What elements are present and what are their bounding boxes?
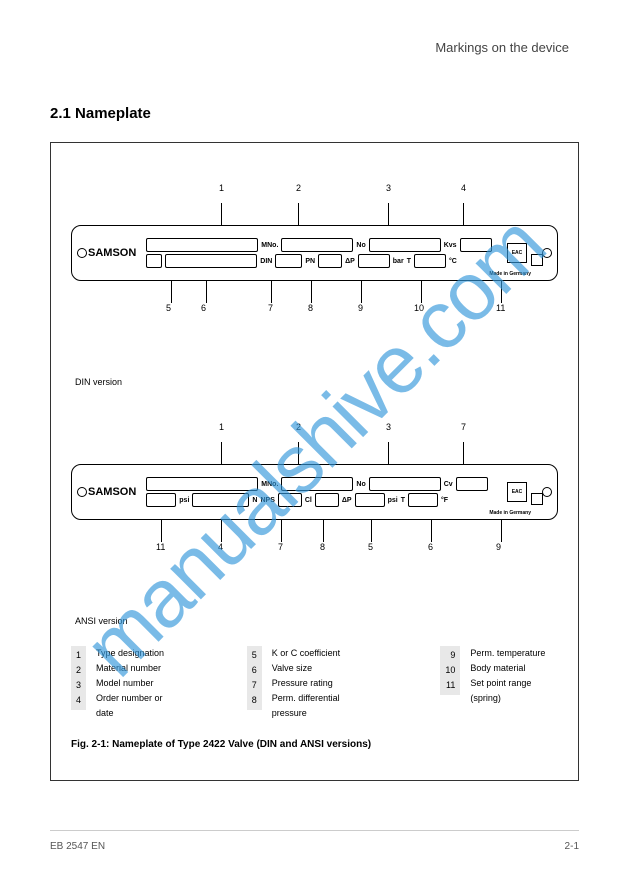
- din-nameplate: SAMSON MNo. No Kvs DIN: [71, 225, 558, 281]
- ansi-diagram: 1 2 3 7 SAMSON MNo.: [71, 422, 558, 556]
- din-diagram: 1 2 3 4 SAMSON MNo.: [71, 183, 558, 317]
- figure-frame: 1 2 3 4 SAMSON MNo.: [50, 142, 579, 781]
- page-footer: EB 2547 EN 2-1: [50, 830, 579, 852]
- din-label: DIN version: [75, 377, 558, 387]
- footer-right: 2-1: [565, 841, 579, 852]
- legend-col1-nums: 1 2 3 4: [71, 646, 86, 710]
- legend-col2-nums: 5 6 7 8: [247, 646, 262, 710]
- section-heading: 2.1 Nameplate: [50, 105, 579, 122]
- din-leader-numbers: 1 2 3 4: [71, 183, 558, 203]
- ansi-nameplate: SAMSON MNo. No Cv psi: [71, 464, 558, 520]
- legend-col3-text: Perm. temperature Body material Set poin…: [470, 646, 558, 706]
- legend-col2-text: K or C coefficient Valve size Pressure r…: [272, 646, 371, 721]
- cert-mark: EAC: [507, 243, 527, 263]
- page-content: Markings on the device 2.1 Nameplate 1 2…: [0, 0, 629, 821]
- figure-caption: Fig. 2-1: Nameplate of Type 2422 Valve (…: [71, 739, 558, 750]
- legend-col1-text: Type designation Material number Model n…: [96, 646, 177, 721]
- legend-col3-nums: 9 10 11: [440, 646, 460, 695]
- page-header: Markings on the device: [50, 40, 579, 55]
- ansi-label: ANSI version: [75, 616, 558, 626]
- brand-label: SAMSON: [88, 247, 136, 259]
- footer-left: EB 2547 EN: [50, 841, 105, 852]
- legend: 1 2 3 4 Type designation Material number…: [71, 646, 558, 721]
